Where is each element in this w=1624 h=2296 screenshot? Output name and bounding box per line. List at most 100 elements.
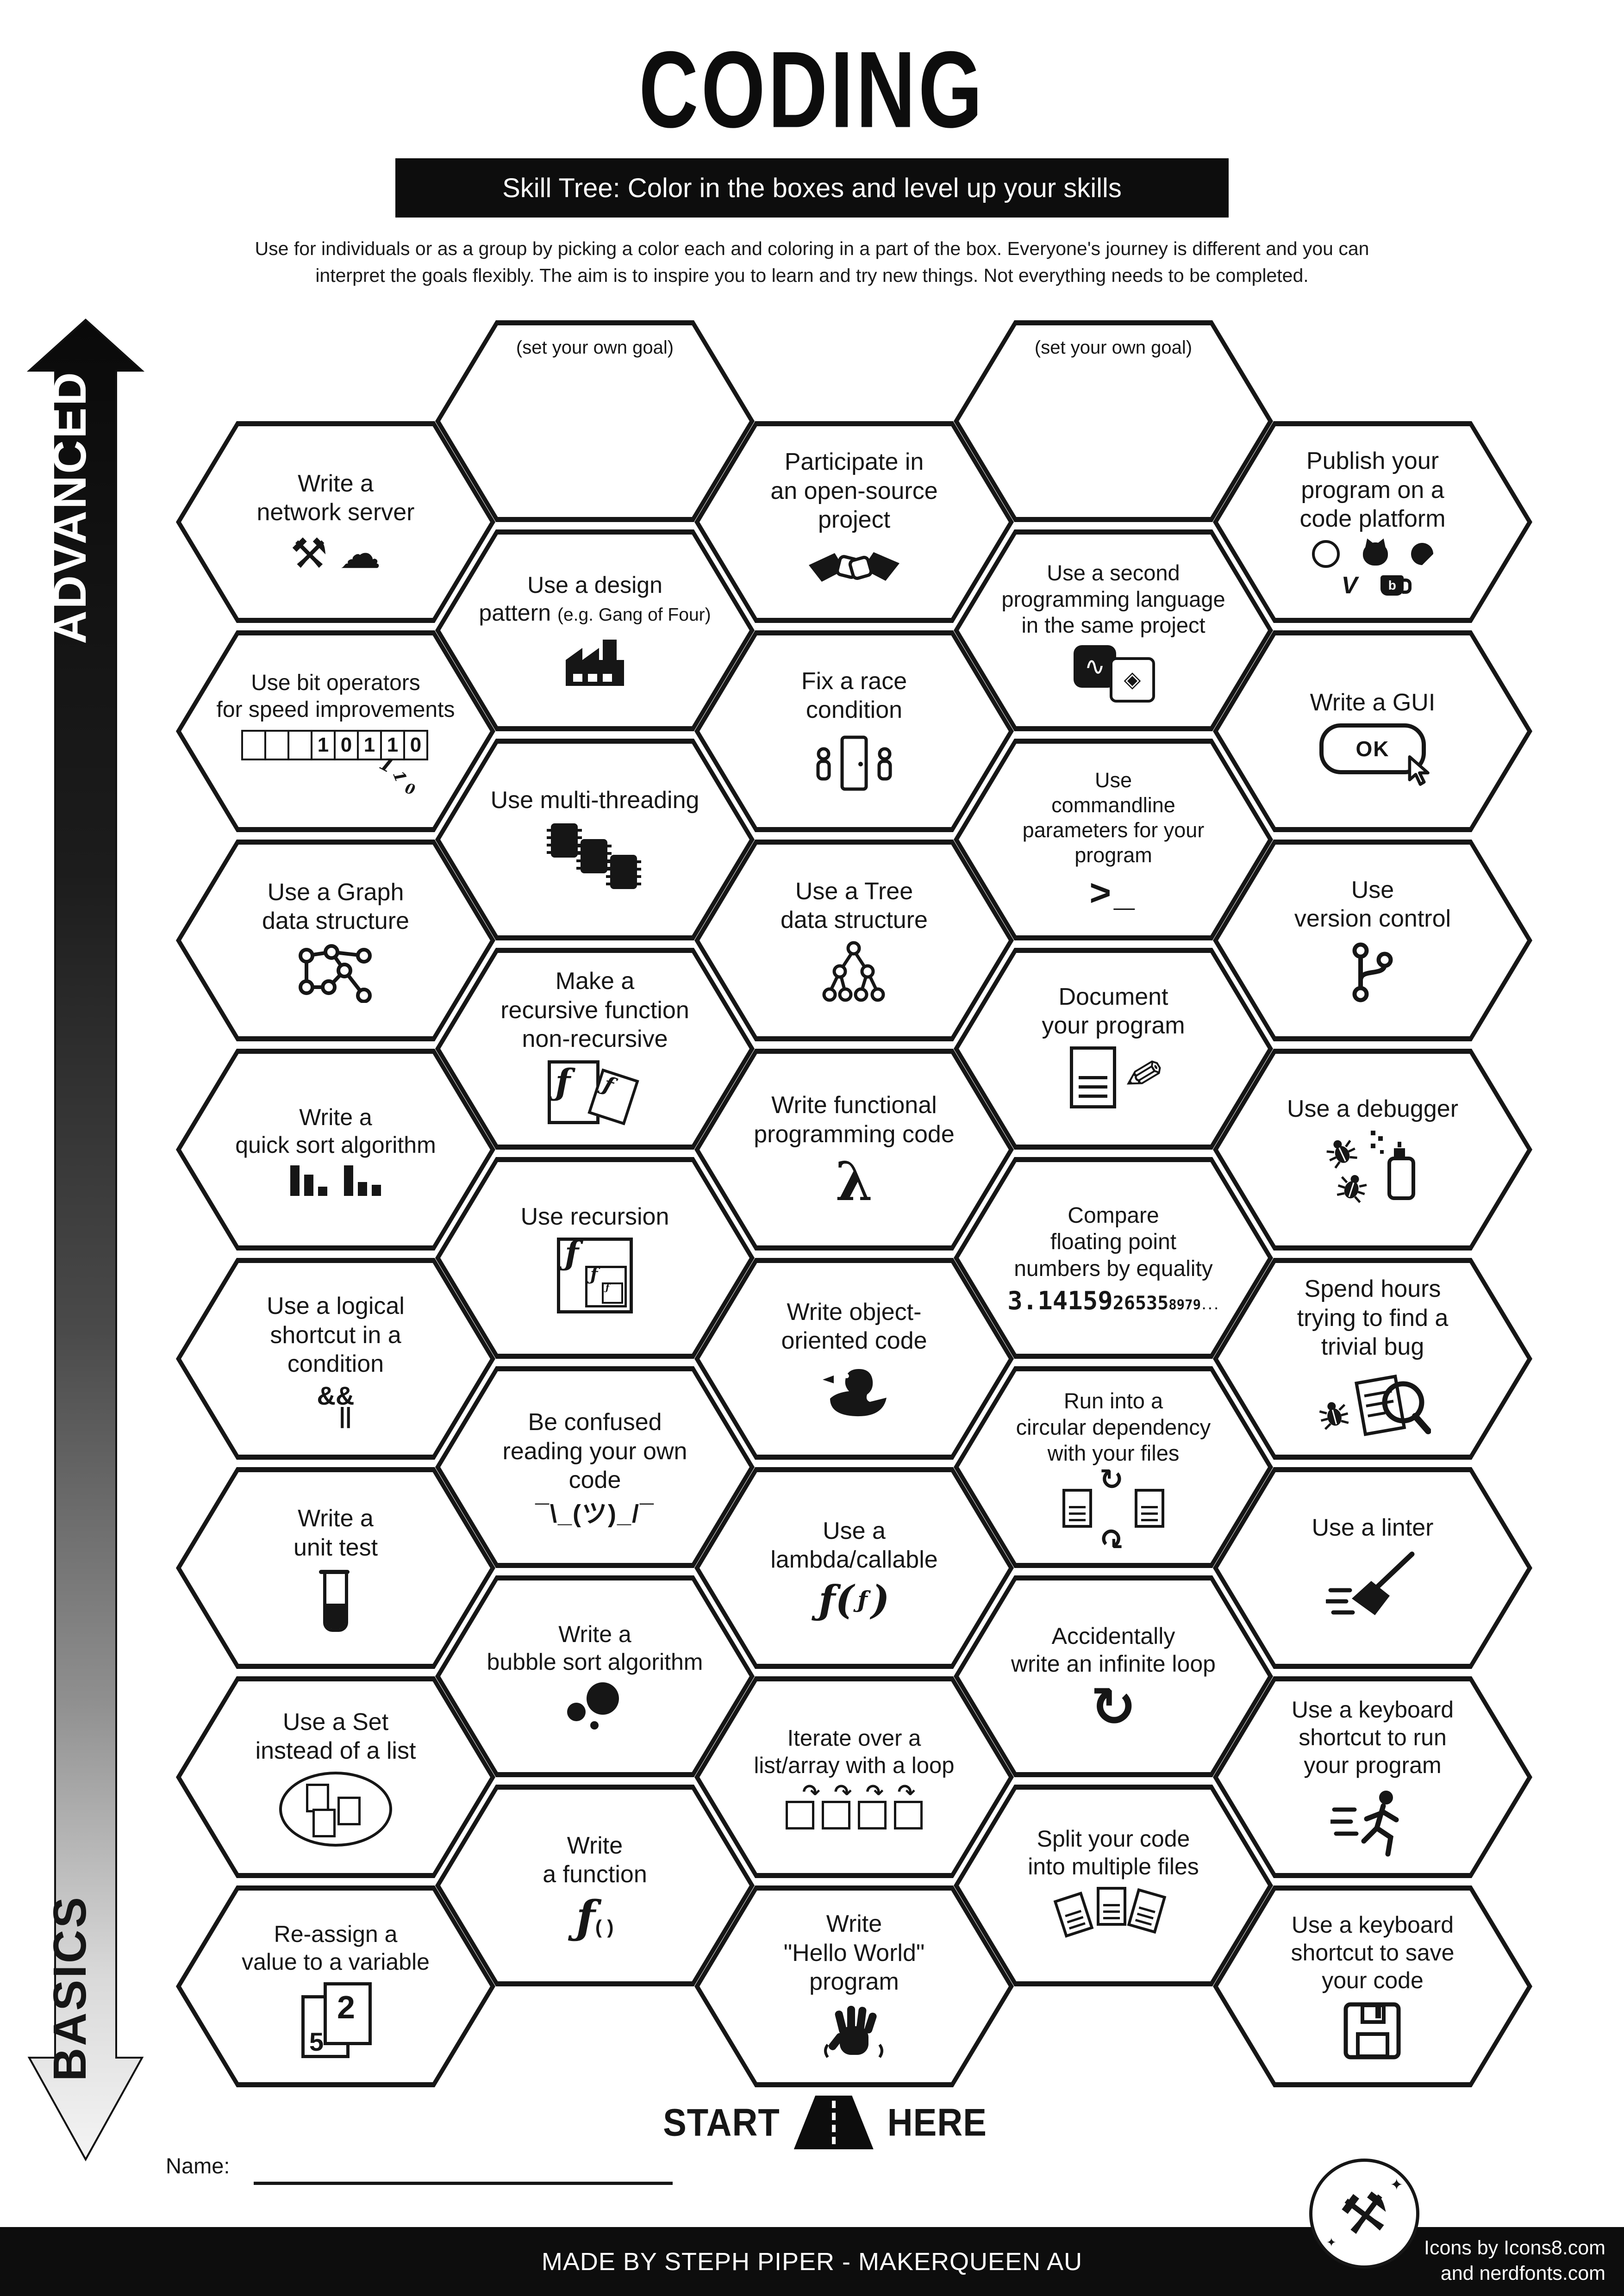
- git-branch-icon: [1342, 940, 1403, 1005]
- hex-label: Fix a race condition: [801, 667, 907, 723]
- crossed-tools-icon: ⚒: [1336, 2180, 1393, 2248]
- hex-label: Document your program: [1042, 983, 1185, 1039]
- hex-label: Use multi-threading: [490, 786, 700, 814]
- banner-bar: Skill Tree: Color in the boxes and level…: [395, 158, 1229, 218]
- hex-label: Compare floating point numbers by equality: [1014, 1203, 1213, 1281]
- iterate-boxes-icon: ↷ ↷ ↷ ↷: [786, 1781, 923, 1829]
- bug-magnifier-icon: [1314, 1368, 1431, 1443]
- hex-write-a-unit-test: Write a unit test: [176, 1467, 495, 1669]
- hex-label: Use a design pattern (e.g. Gang of Four): [479, 572, 711, 626]
- hex-use-a-graph-data-structure: Use a Graph data structure: [176, 840, 495, 1041]
- hex-label: Use a second programming language in the s…: [1001, 560, 1225, 638]
- banner-text: Skill Tree: Color in the boxes and level…: [502, 173, 1122, 203]
- icons-credit-line: and nerdfonts.com: [1440, 2262, 1605, 2285]
- hex-use-a-keyboard-shortcut-to-run-your-progra: Use a keyboard shortcut to run your progra…: [1213, 1676, 1532, 1878]
- page-title: CODING: [639, 28, 985, 150]
- hex-label: Publish your program on a code platform: [1299, 448, 1446, 533]
- lambda-icon: λ: [835, 1150, 873, 1213]
- hex-write-a-function: Write a function ƒ( ): [435, 1785, 755, 1986]
- hex-use-a-set-instead-of-a-list: Use a Set instead of a list: [176, 1676, 495, 1878]
- hex-use-a-lambda-callable: Use a lambda/callable ƒ(ƒ): [694, 1467, 1014, 1669]
- bugs-spray-icon: [1319, 1130, 1426, 1205]
- infinite-loop-icon: ↻: [1090, 1676, 1137, 1738]
- tree-icon: [817, 941, 892, 1004]
- chips-icon: [542, 821, 648, 893]
- hex-use-multi-threading: Use multi-threading: [435, 739, 755, 940]
- hex-use-recursion: Use recursion ƒ ƒ ƒ: [435, 1157, 755, 1359]
- hex-use-a-keyboard-shortcut-to-save-your-code: Use a keyboard shortcut to save your code: [1213, 1885, 1532, 2087]
- hex-label: Use a linter: [1312, 1514, 1434, 1541]
- logical-operators-icon: && ||: [317, 1381, 355, 1428]
- road-icon: [793, 2096, 874, 2149]
- here-label: HERE: [887, 2101, 987, 2144]
- sort-bars-icon: [288, 1165, 383, 1196]
- hex-use-a-second-programming-language-in-the-s: Use a second programming language in the s…: [954, 529, 1273, 731]
- hex-label: (set your own goal): [516, 337, 674, 358]
- hex-label: Use commandline parameters for your program: [1022, 768, 1205, 867]
- hex-label: Use a Graph data structure: [262, 878, 409, 934]
- hex-fix-a-race-condition: Fix a race condition: [694, 630, 1014, 832]
- subtitle: Use for individuals or as a group by pic…: [219, 235, 1405, 289]
- hex-label: Write a function: [543, 1832, 647, 1888]
- test-tube-icon: [319, 1568, 350, 1632]
- hex-label: Split your code into multiple files: [1028, 1826, 1199, 1879]
- wave-hand-icon: [821, 2003, 887, 2063]
- hex-write-hello-world-program: Write "Hello World" program: [694, 1885, 1014, 2087]
- hex-split-your-code-into-multiple-files: Split your code into multiple files: [954, 1785, 1273, 1986]
- name-label: Name:: [166, 2153, 230, 2178]
- hex-re-assign-a-value-to-a-variable: Re-assign a value to a variable 5 2: [176, 1885, 495, 2087]
- icons-credit-line: Icons by Icons8.com: [1424, 2237, 1605, 2259]
- start-label: START: [663, 2101, 780, 2144]
- hex-set-your-own-goal: (set your own goal): [954, 320, 1273, 522]
- hex-label: Use a debugger: [1287, 1095, 1459, 1122]
- hex-spend-hours-trying-to-find-a-trivial-bug: Spend hours trying to find a trivial bug: [1213, 1258, 1532, 1460]
- hex-write-object-oriented-code: Write object-oriented code: [694, 1258, 1014, 1460]
- hex-label: Use a lambda/callable: [770, 1517, 938, 1573]
- hex-label: Accidentally write an infinite loop: [1011, 1623, 1216, 1677]
- subtitle-line: interpret the goals flexibly. The aim is…: [315, 265, 1309, 286]
- hex-label: Write a network server: [256, 470, 415, 526]
- terminal-icon: >_: [1089, 872, 1137, 913]
- name-input-line: [254, 2182, 673, 2185]
- hex-label: Run into a circular dependency with your f…: [1016, 1388, 1211, 1466]
- hex-label: Use bit operators for speed improvements: [216, 671, 455, 722]
- hex-label: Iterate over a list/array with a loop: [754, 1726, 955, 1779]
- hex-use-a-logical-shortcut-in-a-condition: Use a logical shortcut in a condition && ||: [176, 1258, 495, 1460]
- hex-label: Write a GUI: [1310, 689, 1436, 716]
- hex-label: Be confused reading your own code: [502, 1409, 687, 1494]
- footer-credit: MADE BY STEPH PIPER - MAKERQUEEN AU: [541, 2247, 1083, 2276]
- hex-run-into-a-circular-dependency-with-your-f: Run into a circular dependency with your f…: [954, 1366, 1273, 1568]
- doc-pen-icon: ✎: [1066, 1046, 1168, 1115]
- runner-icon: [1330, 1786, 1415, 1859]
- hex-use-a-linter: Use a linter: [1213, 1467, 1532, 1669]
- duck-icon: [817, 1362, 891, 1420]
- hex-label: Write functional programming code: [754, 1092, 955, 1148]
- hex-label: Use version control: [1294, 876, 1451, 932]
- hex-label: Use a logical shortcut in a condition: [267, 1293, 405, 1377]
- ok-button-icon: OK: [1319, 723, 1430, 786]
- hex-use-a-debugger: Use a debugger: [1213, 1049, 1532, 1251]
- docs-cycle-icon: ↻ ↻: [1062, 1465, 1164, 1554]
- factory-icon: [560, 633, 630, 690]
- level-axis-arrow: ADVANCED BASICS: [26, 318, 145, 2165]
- floppy-icon: [1342, 2001, 1403, 2062]
- hex-be-confused-reading-your-own-code: Be confused reading your own code ¯\_(ツ)_/¯: [435, 1366, 755, 1568]
- docs-trio-icon: [1053, 1887, 1168, 1946]
- hex-label: Use a keyboard shortcut to save your code: [1291, 1912, 1455, 1993]
- start-here-marker: START HERE: [663, 2096, 987, 2149]
- python-ruby-icon: ∿ ◈: [1074, 645, 1155, 703]
- icons-credit: Icons by Icons8.com and nerdfonts.com: [1424, 2235, 1605, 2286]
- lambda-call-icon: ƒ(ƒ): [818, 1577, 890, 1623]
- function-icon: ƒ( ): [576, 1891, 614, 1944]
- hex-write-a-gui: Write a GUI OK: [1213, 630, 1532, 832]
- sparkle-icon: ✦: [1326, 2235, 1337, 2249]
- hex-write-a-bubble-sort-algorithm: Write a bubble sort algorithm: [435, 1575, 755, 1777]
- bubbles-icon: [562, 1682, 627, 1732]
- nails-cloud-icon: ⚒ ☁: [290, 531, 381, 578]
